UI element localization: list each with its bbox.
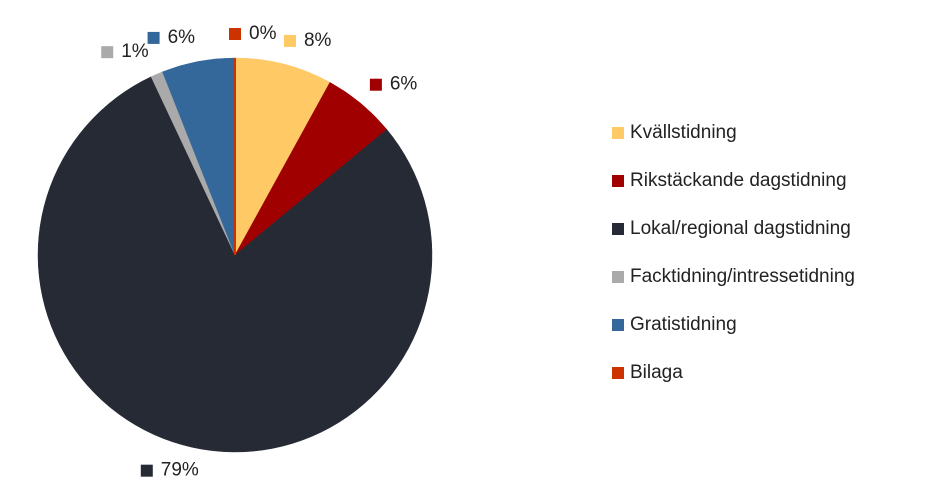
label-swatch xyxy=(101,46,114,59)
data-label: 1% xyxy=(121,41,149,62)
legend-label: Gratistidning xyxy=(630,314,737,335)
label-swatch xyxy=(283,34,296,47)
label-swatch xyxy=(147,31,160,44)
data-label: 79% xyxy=(161,460,199,481)
legend-label: Bilaga xyxy=(630,362,683,383)
legend-label: Facktidning/intressetidning xyxy=(630,266,855,287)
pie-slice xyxy=(234,57,331,256)
legend-swatch xyxy=(612,127,624,139)
legend-swatch xyxy=(612,367,624,379)
data-label: 0% xyxy=(249,23,277,44)
data-label: 8% xyxy=(304,30,332,51)
legend-swatch xyxy=(612,223,624,235)
data-label: 6% xyxy=(390,74,418,95)
label-swatch xyxy=(369,78,382,91)
legend-label: Kvällstidning xyxy=(630,122,737,143)
pie-slice xyxy=(37,76,433,453)
legend-swatch xyxy=(612,175,624,187)
legend-label: Rikstäckande dagstidning xyxy=(630,170,847,191)
label-swatch xyxy=(140,464,153,477)
label-swatch xyxy=(229,28,241,40)
legend-label: Lokal/regional dagstidning xyxy=(630,218,851,239)
data-label: 6% xyxy=(168,27,196,48)
legend-swatch xyxy=(612,319,624,331)
legend-swatch xyxy=(612,271,624,283)
